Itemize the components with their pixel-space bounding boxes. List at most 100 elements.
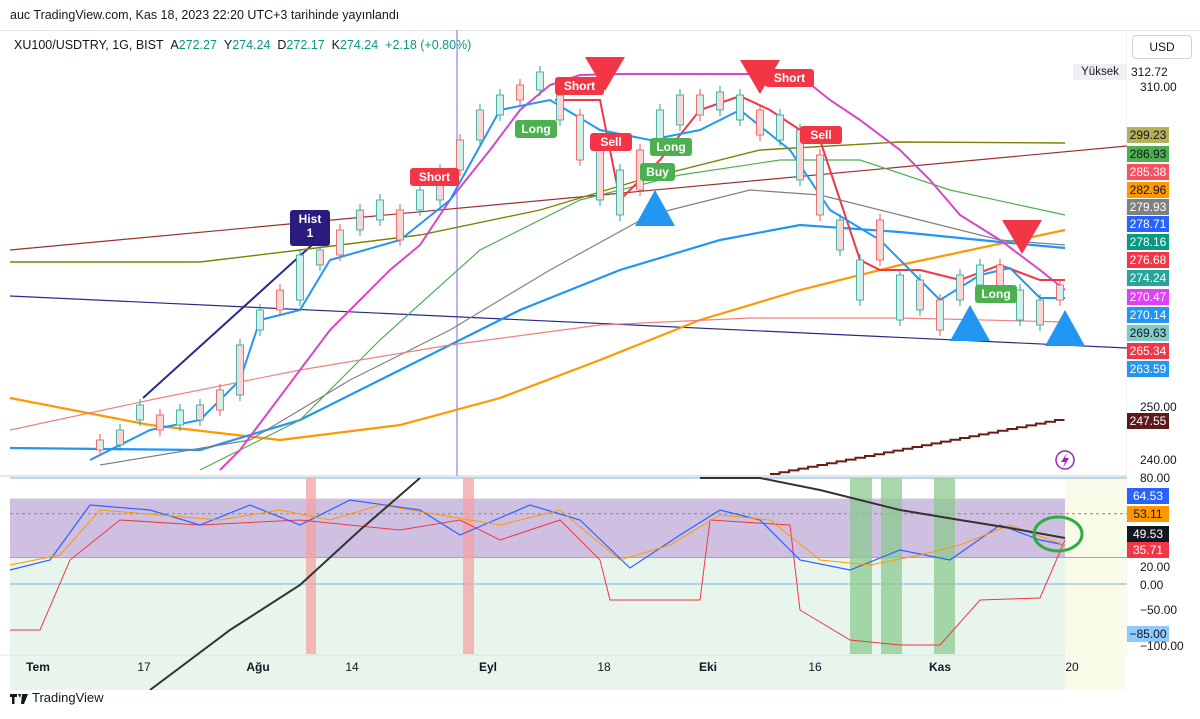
resistance-trendline [9,145,1127,251]
low-label: D [277,38,287,52]
osc-axis-tick: −50.00 [1140,603,1178,617]
footer-brand: TradingView [10,690,104,705]
candle-body [976,264,984,286]
price-axis-tick: 240.00 [1140,453,1177,467]
staircase-line [770,419,1065,475]
price-tag: 299.23 [1127,127,1169,143]
price-tag: 278.71 [1127,216,1169,232]
osc-axis-tick: 0.00 [1140,578,1164,592]
candle-body [956,274,964,301]
signal-hist-badge [290,210,330,246]
candle-body [496,94,504,116]
signal-long-label: Long [521,122,550,136]
footer-brand-text: TradingView [32,690,104,705]
signal-long-badge [650,138,692,156]
candle-body [936,299,944,331]
price-axis-tick: 310.00 [1140,80,1177,94]
ma-olive-line [10,141,1066,263]
osc-axis-tick: −100.00 [1140,639,1184,653]
candle-body [736,94,744,121]
currency-button[interactable]: USD [1132,35,1192,59]
symbol-name[interactable]: XU100/USDTRY, 1G, BIST [14,38,164,52]
candle-body [356,209,364,231]
signal-short-label: Short [774,71,805,85]
time-axis-label: Eki [698,660,718,674]
signal-long-label: Long [981,287,1010,301]
osc-tag: 53.11 [1127,506,1169,522]
osc-highlight-band [934,478,955,654]
signal-sell-label: Sell [600,135,621,149]
price-tag: 270.47 [1127,289,1169,305]
price-tag: 278.16 [1127,234,1169,250]
candle-body [896,274,904,321]
candle-body [276,289,284,311]
osc-tag: −85.00 [1127,626,1169,642]
candle-body [756,109,764,136]
signal-buy-label: Buy [646,165,669,179]
price-tag: 269.63 [1127,325,1169,341]
candle-body [836,219,844,251]
osc-black-line-rise [149,477,421,690]
osc-tag: 64.53 [1127,488,1169,504]
buy-triangle-icon [635,190,675,226]
signal-sell-label: Sell [810,128,831,142]
lightning-glyph-icon [1061,453,1069,468]
signal-long-label: Long [656,140,685,154]
close-label: K [331,38,340,52]
candle-body [816,154,824,216]
candle-body [576,114,584,161]
osc-lower-zone [10,557,1065,690]
uptrend-line [142,244,313,399]
signal-short-badge [410,168,459,186]
publish-header: auc TradingView.com, Kas 18, 2023 22:20 … [0,0,1200,31]
osc-orange-line [9,504,1066,566]
price-tag: 265.34 [1127,343,1169,359]
time-axis-label: Eyl [478,660,498,674]
open-value: 272.27 [178,38,217,52]
candle-body [296,254,304,301]
candle-body [776,114,784,141]
time-axis-label: 18 [597,660,611,674]
signal-short-badge [765,69,814,87]
time-axis-label: 20 [1065,660,1079,674]
ma-green-line [199,159,1066,471]
highlight-circle [1032,515,1084,553]
price-tag: 276.68 [1127,252,1169,268]
candle-body [476,109,484,141]
candle-body [216,389,224,411]
signal-short-label: Short [419,170,450,184]
time-axis-label: 17 [137,660,151,674]
close-value: 274.24 [339,38,379,52]
signal-sell-badge [590,133,632,151]
support-trendline [9,295,1127,349]
buy-triangle-icon [950,305,990,341]
signal-hist-label: Hist [299,212,322,226]
candle-body [376,199,384,221]
candle-body [1056,284,1064,301]
signal-short-label: Short [564,79,595,93]
osc-black-line-fall [700,477,1066,539]
time-axis-label: Ağu [246,660,270,674]
publish-info: auc TradingView.com, Kas 18, 2023 22:20 … [10,8,400,22]
price-tag: 282.96 [1127,182,1169,198]
signal-short-badge [555,77,604,95]
time-axis-label: Kas [928,660,952,674]
buy-triangle-icon [1045,310,1085,346]
signal-long-badge [515,120,557,138]
candle-body [256,309,264,331]
price-axis-tick: 250.00 [1140,400,1177,414]
alert-lightning-icon [1055,450,1075,470]
candle-body [136,404,144,421]
candle-body [1016,289,1024,321]
candle-body [236,344,244,396]
low-value: 272.17 [286,38,325,52]
osc-highlight-band [306,478,316,654]
price-tag: 270.14 [1127,307,1169,323]
candle-body [716,91,724,111]
candle-body [156,414,164,431]
high-value: 274.24 [232,38,271,52]
open-label: A [170,38,179,52]
candle-body [1036,299,1044,326]
signal-long-badge [975,285,1017,303]
